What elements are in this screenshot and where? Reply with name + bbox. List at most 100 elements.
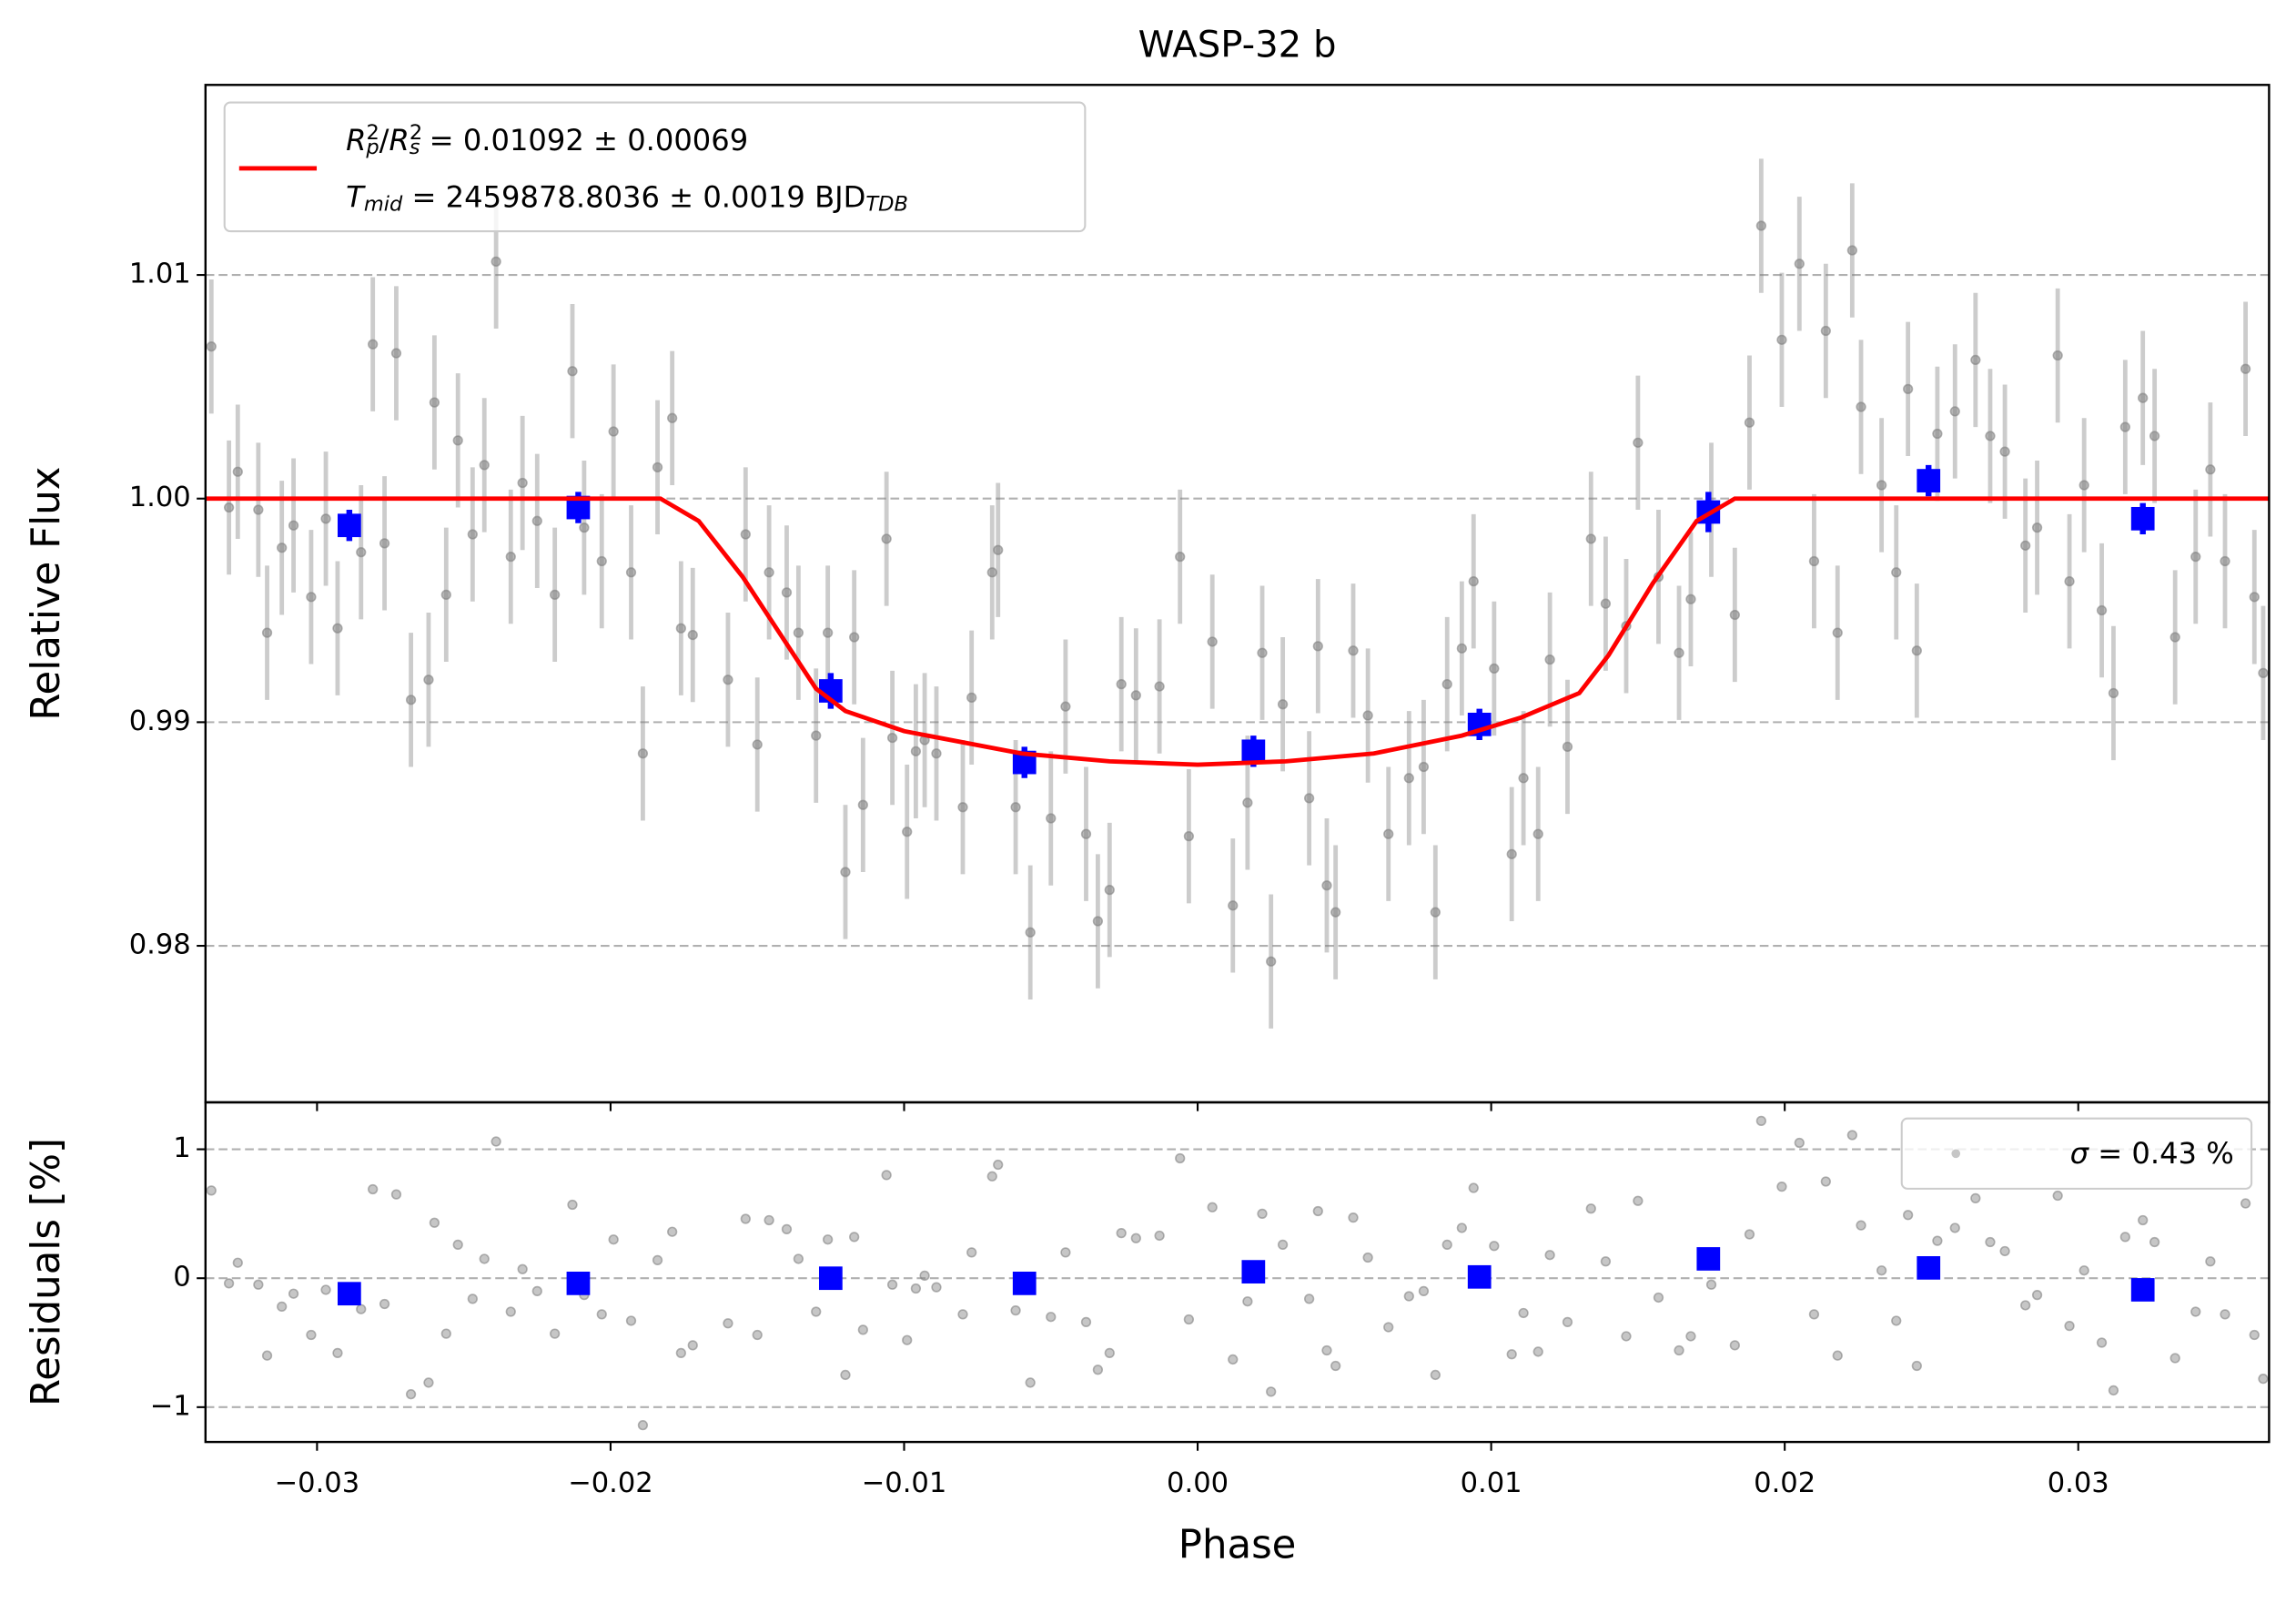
- data-point: [1891, 567, 1902, 578]
- data-point: [1116, 678, 1127, 690]
- data-point: [1266, 956, 1277, 967]
- binned-point: [818, 1266, 843, 1291]
- data-point: [2149, 431, 2160, 441]
- residual-point: [793, 1253, 804, 1264]
- data-point: [491, 256, 501, 267]
- data-point: [910, 746, 922, 756]
- data-point: [2240, 363, 2251, 374]
- data-point: [440, 589, 451, 600]
- data-point: [1903, 383, 1914, 394]
- legend-box: [1900, 1117, 2253, 1190]
- data-point: [2190, 551, 2201, 563]
- residual-point: [1312, 1205, 1323, 1217]
- residual-point: [1207, 1202, 1218, 1212]
- data-point: [902, 827, 913, 837]
- residual-point: [723, 1318, 733, 1329]
- y-tick-label: 1: [173, 1132, 190, 1164]
- data-point: [1441, 678, 1452, 690]
- residual-point: [625, 1315, 637, 1326]
- residual-point: [467, 1294, 478, 1304]
- residual-point: [223, 1278, 235, 1289]
- residual-point: [1154, 1230, 1165, 1242]
- residual-point: [881, 1170, 892, 1181]
- binned-point: [1012, 1272, 1037, 1295]
- data-point: [1383, 828, 1394, 839]
- legend-label: R2 p/R2 s = 0.01092 ± 0.00069: [346, 121, 748, 159]
- data-point: [1949, 406, 1960, 417]
- data-point: [1468, 575, 1479, 587]
- x-tick-label: 0.03: [2048, 1467, 2109, 1499]
- data-point: [1970, 354, 1981, 366]
- binned-point: [337, 1282, 361, 1306]
- legend-text-part: = 0.43 %: [2089, 1136, 2234, 1171]
- data-point: [1518, 773, 1529, 784]
- data-point: [1257, 647, 1268, 658]
- residual-point: [1621, 1331, 1632, 1342]
- residual-point: [206, 1185, 217, 1196]
- residual-point: [886, 1279, 898, 1290]
- model-line: [205, 496, 2270, 767]
- legend-text-part: 2: [410, 121, 422, 145]
- residual-point: [1228, 1354, 1239, 1365]
- binned-point: [566, 1272, 591, 1295]
- data-point: [881, 533, 892, 544]
- legend-text-sub: p: [365, 136, 379, 159]
- data-point: [277, 543, 288, 553]
- data-point: [1092, 916, 1104, 927]
- residual-point: [1985, 1236, 1996, 1248]
- residual-point: [1729, 1340, 1740, 1351]
- data-point: [687, 629, 698, 641]
- data-point: [596, 555, 607, 567]
- residual-point: [405, 1389, 417, 1400]
- residual-point: [596, 1309, 607, 1320]
- residual-point: [1776, 1181, 1787, 1192]
- data-point: [429, 397, 440, 408]
- data-point: [1060, 701, 1071, 712]
- data-point: [1348, 645, 1359, 656]
- data-point: [320, 513, 331, 524]
- data-point: [379, 538, 390, 549]
- data-point: [986, 567, 997, 578]
- residual-point: [1092, 1365, 1104, 1375]
- data-point: [2258, 667, 2269, 678]
- data-point: [1685, 594, 1696, 604]
- data-point: [2249, 592, 2260, 603]
- data-point: [368, 339, 379, 350]
- data-point: [1832, 627, 1843, 638]
- data-point: [1820, 325, 1831, 337]
- data-point: [966, 692, 977, 703]
- residual-point: [1362, 1252, 1373, 1263]
- data-point: [288, 520, 299, 531]
- data-point: [752, 739, 763, 750]
- residual-point: [1794, 1137, 1805, 1149]
- data-point: [479, 460, 490, 471]
- data-point: [857, 799, 868, 810]
- residual-point: [332, 1347, 343, 1358]
- residual-point: [1970, 1192, 1981, 1204]
- residual-point: [902, 1334, 913, 1345]
- legend-text-part: σ: [2070, 1136, 2090, 1171]
- residual-point: [1808, 1309, 1820, 1320]
- residual-point: [667, 1226, 678, 1237]
- data-point: [550, 589, 561, 600]
- residual-point: [1383, 1322, 1394, 1333]
- residual-point: [1116, 1227, 1127, 1239]
- data-point: [505, 551, 516, 563]
- residual-point: [1876, 1265, 1887, 1276]
- data-point: [1744, 417, 1755, 428]
- residual-point: [993, 1159, 1004, 1171]
- y-axis-label: Residuals [%]: [24, 1138, 69, 1406]
- data-point: [764, 567, 774, 578]
- residual-point: [1685, 1331, 1696, 1342]
- data-point: [1080, 828, 1092, 839]
- legend-label: Tmid = 2459878.8036 ± 0.0019 BJDTDB: [346, 180, 908, 217]
- data-point: [1876, 480, 1887, 491]
- legend-text-part: R: [346, 123, 366, 157]
- data-point: [1911, 645, 1922, 656]
- data-point: [1303, 793, 1315, 804]
- data-point: [2064, 575, 2075, 587]
- residual-point: [2240, 1198, 2251, 1209]
- residual-point: [1705, 1279, 1717, 1290]
- binned-point: [1917, 469, 1941, 492]
